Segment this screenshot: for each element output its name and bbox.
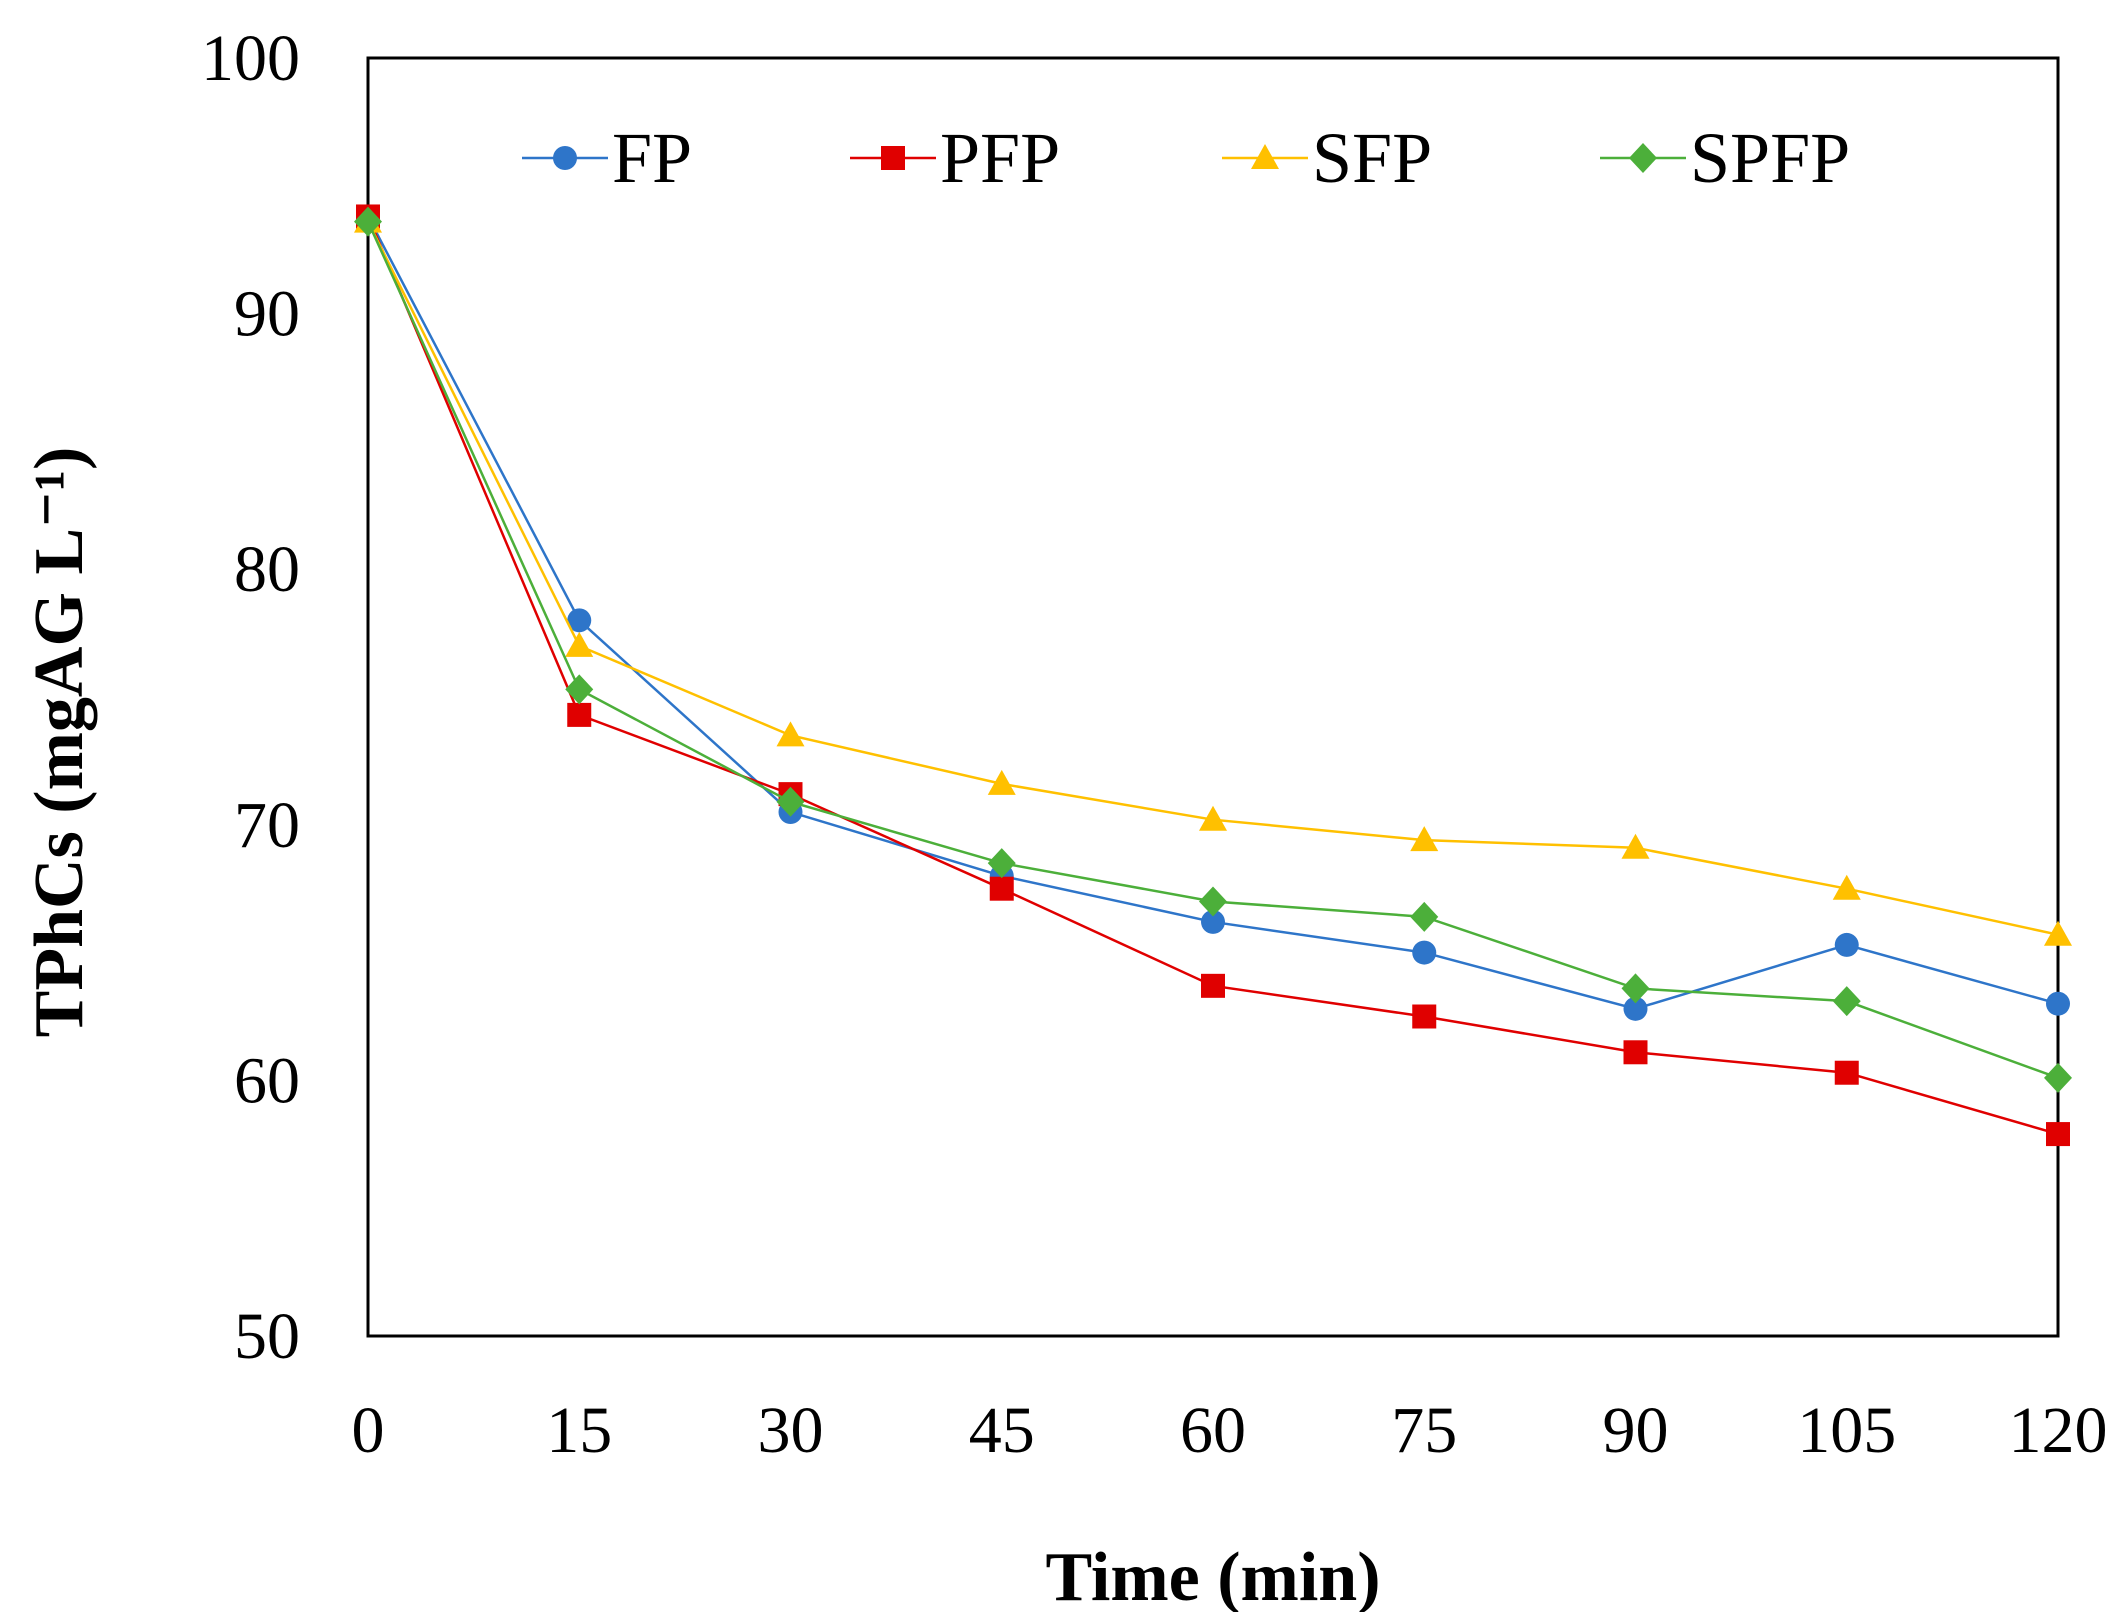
y-tick-label: 60	[234, 1044, 300, 1117]
x-tick-label: 30	[758, 1394, 824, 1467]
x-tick-label: 45	[969, 1394, 1035, 1467]
x-axis-ticks: 0 15 30 45 60 75 90 105 120	[352, 1394, 2108, 1467]
data-point-fp	[1412, 940, 1437, 965]
legend-label-fp: FP	[612, 118, 692, 198]
series-spfp	[354, 206, 2072, 1093]
x-axis-title: Time (min)	[1045, 1539, 1380, 1612]
x-tick-label: 60	[1180, 1394, 1246, 1467]
series-sfp	[354, 207, 2072, 946]
series-line-spfp	[366, 221, 2059, 1080]
legend-marker-pfp	[881, 146, 905, 170]
data-point-sfp	[776, 721, 805, 747]
data-point-pfp	[989, 876, 1014, 901]
legend-marker-fp	[553, 146, 577, 170]
data-point-fp	[1201, 909, 1225, 934]
legend-item-fp: FP	[522, 118, 692, 198]
data-point-pfp	[1834, 1060, 1859, 1085]
legend-label-spfp: SPFP	[1690, 118, 1850, 198]
data-point-spfp	[2044, 1062, 2072, 1093]
x-tick-label: 0	[352, 1394, 385, 1467]
series-layer	[354, 204, 2072, 1147]
data-point-spfp	[354, 206, 382, 237]
data-point-spfp	[987, 848, 1016, 879]
y-axis-title: TPhCs (mgAG L⁻¹)	[21, 447, 98, 1038]
data-point-sfp	[1199, 805, 1227, 831]
data-point-fp	[567, 608, 592, 633]
y-tick-label: 90	[234, 278, 300, 351]
legend-item-pfp: PFP	[850, 118, 1060, 198]
x-tick-label: 75	[1391, 1394, 1457, 1467]
x-tick-label: 120	[2009, 1394, 2108, 1467]
data-point-pfp	[567, 702, 592, 727]
data-point-pfp	[2046, 1122, 2070, 1147]
data-point-fp	[1834, 932, 1859, 957]
data-point-sfp	[1621, 833, 1650, 859]
x-tick-label: 90	[1603, 1394, 1669, 1467]
data-point-sfp	[1410, 826, 1439, 852]
data-point-pfp	[1201, 973, 1225, 998]
series-pfp	[356, 204, 2070, 1147]
data-point-spfp	[565, 674, 594, 705]
y-tick-label: 100	[201, 22, 300, 95]
data-point-sfp	[1832, 874, 1861, 900]
legend-item-sfp: SFP	[1222, 118, 1432, 198]
data-point-sfp	[987, 769, 1016, 795]
data-point-sfp	[565, 631, 594, 657]
data-point-sfp	[2044, 920, 2072, 946]
legend-label-sfp: SFP	[1312, 118, 1432, 198]
y-tick-label: 50	[234, 1300, 300, 1373]
legend-marker-sfp	[1251, 144, 1279, 169]
data-point-spfp	[1832, 986, 1861, 1017]
data-point-pfp	[1412, 1004, 1437, 1029]
data-point-fp	[1623, 996, 1648, 1021]
y-tick-label: 80	[234, 533, 300, 606]
legend-marker-spfp	[1629, 143, 1657, 173]
data-point-spfp	[1621, 973, 1650, 1004]
y-tick-label: 70	[234, 789, 300, 862]
legend-label-pfp: PFP	[940, 118, 1060, 198]
x-tick-label: 15	[546, 1394, 612, 1467]
legend-item-spfp: SPFP	[1600, 118, 1850, 198]
data-point-fp	[2046, 991, 2070, 1016]
data-point-spfp	[1199, 886, 1227, 917]
y-axis-ticks: 50 60 70 80 90 100	[201, 22, 300, 1373]
x-tick-label: 105	[1797, 1394, 1896, 1467]
plot-area	[366, 56, 2060, 1338]
data-point-spfp	[776, 786, 805, 817]
data-point-pfp	[1623, 1040, 1648, 1065]
data-point-spfp	[1410, 901, 1439, 932]
legend: FP PFP SFP SPFP	[522, 118, 1850, 198]
